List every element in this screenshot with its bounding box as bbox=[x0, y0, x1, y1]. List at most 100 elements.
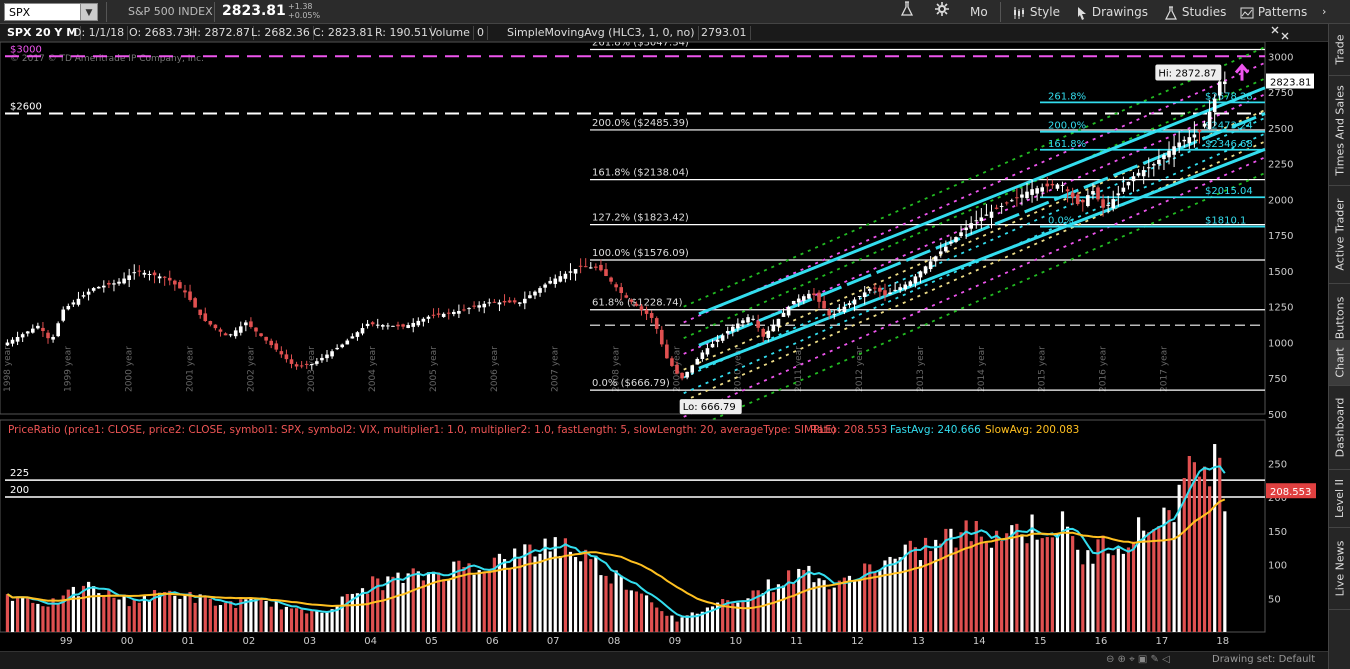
fib-level-label: 127.2% ($1823.42) bbox=[592, 213, 689, 224]
ratio-bar bbox=[827, 589, 831, 632]
ratio-bar bbox=[457, 560, 461, 632]
candle-body bbox=[786, 306, 791, 316]
flask-icon[interactable] bbox=[896, 1, 918, 23]
ratio-bar bbox=[650, 602, 654, 632]
candle-body bbox=[1055, 184, 1060, 189]
ratio-bar bbox=[1167, 510, 1171, 632]
style-button[interactable]: Style bbox=[1008, 1, 1064, 23]
period-button[interactable]: Mo bbox=[970, 5, 988, 19]
candle-body bbox=[1121, 187, 1126, 192]
bar-range: R: 190.51 bbox=[372, 26, 432, 40]
ratio-bar bbox=[36, 603, 40, 632]
ratio-bar bbox=[863, 563, 867, 632]
tab-trade[interactable]: Trade bbox=[1329, 24, 1350, 76]
candle-body bbox=[1035, 188, 1039, 194]
candle-body bbox=[198, 309, 202, 316]
time-axis-label: 18 bbox=[1216, 636, 1229, 647]
time-axis-label: 15 bbox=[1034, 636, 1047, 647]
ratio-bar bbox=[771, 592, 775, 632]
candle-body bbox=[446, 312, 451, 314]
ratio-bar bbox=[837, 580, 841, 632]
chart-label[interactable]: SPX 20 Y M bbox=[4, 26, 82, 40]
candle-body bbox=[482, 303, 487, 308]
ratio-bar bbox=[289, 608, 294, 632]
candle-body bbox=[1040, 187, 1045, 192]
candle-body bbox=[1045, 183, 1050, 187]
studies-button[interactable]: Studies bbox=[1160, 1, 1230, 23]
candle-body bbox=[614, 284, 618, 288]
time-axis-label: 02 bbox=[242, 636, 255, 647]
candle-body bbox=[933, 256, 938, 262]
slow-avg-line bbox=[6, 498, 1226, 610]
ratio-bar bbox=[218, 605, 223, 632]
ratio-bar bbox=[1076, 549, 1080, 632]
candle-body bbox=[670, 358, 674, 366]
candle-body bbox=[507, 300, 512, 303]
symbol-input[interactable]: SPX bbox=[4, 3, 98, 21]
candle-body bbox=[132, 272, 137, 274]
year-label: 2001 year bbox=[185, 346, 195, 392]
right-sidebar: Trade Times And Sales Active Trader Big … bbox=[1328, 24, 1350, 669]
candle-body bbox=[457, 310, 461, 314]
tab-times-and-sales[interactable]: Times And Sales bbox=[1329, 76, 1350, 186]
gear-icon[interactable] bbox=[930, 1, 954, 23]
crosshair-tools-icon[interactable] bbox=[1270, 25, 1290, 44]
ratio-bar bbox=[741, 600, 745, 632]
drawings-button[interactable]: Drawings bbox=[1072, 1, 1152, 23]
year-label: 1998 year bbox=[3, 346, 13, 392]
tab-dashboard[interactable]: Dashboard bbox=[1329, 386, 1350, 470]
flask-small-icon bbox=[1165, 5, 1177, 20]
bar-open: O: 2683.73 bbox=[126, 26, 195, 40]
expand-chevron-icon[interactable]: › bbox=[1322, 5, 1327, 18]
zoom-controls[interactable]: ⊖ ⊕ ⌖ ▣ ✎ ◁ bbox=[1106, 654, 1170, 665]
candle-body bbox=[1075, 194, 1080, 204]
candle-body bbox=[979, 217, 984, 222]
ratio-bar bbox=[132, 599, 136, 632]
candle-body bbox=[223, 333, 228, 336]
ratio-bar bbox=[715, 602, 720, 632]
ratio-bar bbox=[954, 547, 958, 632]
time-axis-label: 03 bbox=[303, 636, 316, 647]
candle-body bbox=[705, 348, 710, 355]
ratio-bar bbox=[579, 561, 583, 632]
candle-body bbox=[1192, 134, 1197, 138]
ratio-bar bbox=[1045, 537, 1049, 632]
candle-body bbox=[462, 309, 466, 311]
tab-live-news[interactable]: Live News bbox=[1329, 528, 1350, 610]
candle-body bbox=[401, 324, 405, 327]
candle-body bbox=[335, 347, 339, 350]
ratio-bar bbox=[66, 589, 70, 632]
candle-body bbox=[244, 322, 248, 326]
symbol-description: S&P 500 INDEX bbox=[128, 5, 213, 18]
candle-body bbox=[441, 313, 446, 317]
tab-chart[interactable]: Chart bbox=[1329, 340, 1350, 386]
ratio-bar bbox=[178, 598, 182, 632]
candle-body bbox=[802, 296, 806, 301]
ratio-bar bbox=[462, 567, 466, 632]
study-panel[interactable]: PriceRatio (price1: CLOSE, price2: CLOSE… bbox=[0, 419, 1316, 647]
candle-body bbox=[720, 335, 725, 341]
study-axis-tick-label: 150 bbox=[1268, 527, 1287, 538]
drawing-set-label[interactable]: Drawing set: Default bbox=[1212, 654, 1316, 665]
symbol-dropdown-chevron-icon[interactable]: ▼ bbox=[80, 3, 98, 21]
candle-body bbox=[1111, 199, 1116, 209]
candle-body bbox=[421, 318, 426, 322]
time-axis-label: 13 bbox=[912, 636, 925, 647]
high-label: Hi: 2872.87 bbox=[1158, 68, 1216, 79]
ratio-bar bbox=[756, 590, 760, 632]
price-panel[interactable]: 500 750 1000 1250 1500 1750 2000 2250 2500 2750 30… bbox=[0, 42, 1314, 434]
patterns-button[interactable]: Patterns bbox=[1236, 1, 1311, 23]
sma-label: SimpleMovingAvg (HLC3, 1, 0, no) bbox=[504, 26, 699, 40]
tab-level-ii[interactable]: Level II bbox=[1329, 470, 1350, 528]
candle-body bbox=[883, 290, 887, 296]
candle-body bbox=[878, 287, 882, 292]
change-percent: +0.05% bbox=[288, 11, 321, 20]
channel-band-line bbox=[683, 46, 1266, 308]
ratio-bar bbox=[873, 572, 877, 632]
tab-active-trader[interactable]: Active Trader bbox=[1329, 186, 1350, 284]
bar-high: H: 2872.87 bbox=[186, 26, 254, 40]
ratio-bar bbox=[264, 600, 268, 632]
chart-area[interactable]: 5007501000125015001750200022502500275030… bbox=[0, 42, 1328, 651]
fib-level-label: 100.0% ($1576.09) bbox=[592, 248, 689, 259]
candle-body bbox=[36, 325, 40, 329]
